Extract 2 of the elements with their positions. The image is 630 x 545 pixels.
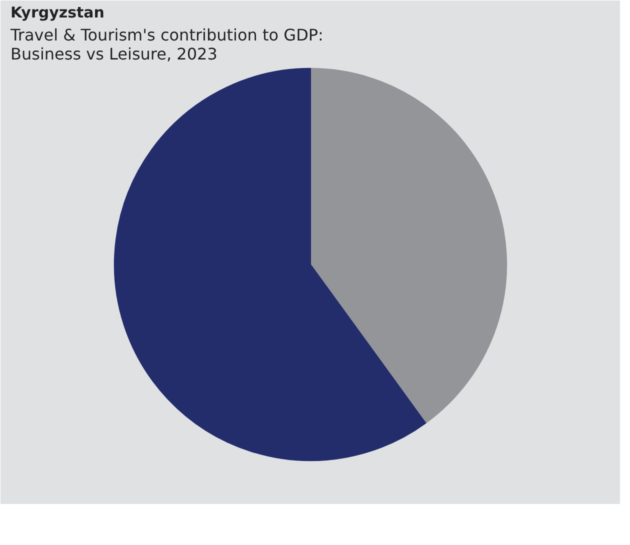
chart-subtitle: Travel & Tourism's contribution to GDP: Business vs Leisure, 2023 xyxy=(10,26,324,64)
chart-title: Kyrgyzstan xyxy=(10,4,104,22)
